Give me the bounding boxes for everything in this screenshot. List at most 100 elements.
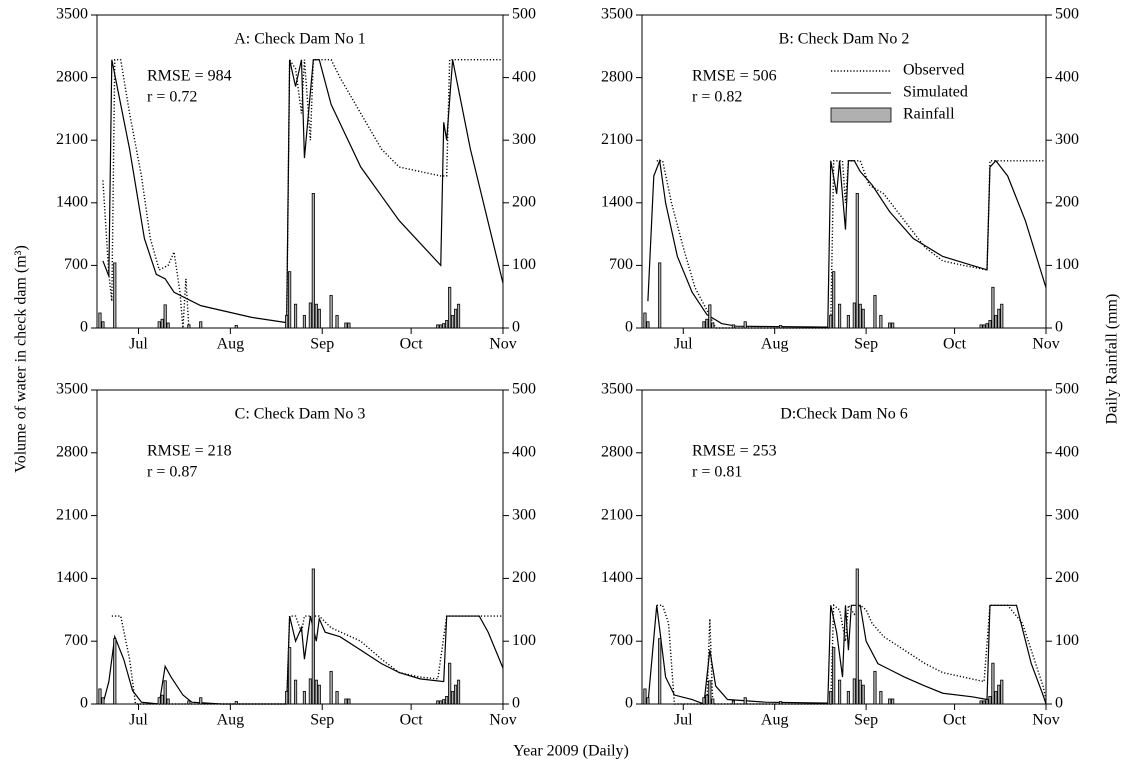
rainfall-bar — [858, 303, 862, 329]
rainfall-bar — [285, 315, 289, 329]
y-tick-label: 3500 — [601, 381, 633, 398]
rainfall-bar — [743, 697, 747, 705]
observed-line — [285, 57, 503, 329]
y2-tick-label: 0 — [512, 319, 520, 336]
rainfall-bar — [988, 696, 992, 705]
x-tick-label: Aug — [761, 336, 789, 353]
annotation: RMSE = 506 — [692, 68, 777, 85]
x-tick-label: Jul — [129, 336, 148, 353]
x-tick-label: Sep — [854, 336, 878, 353]
rainfall-bar — [858, 679, 862, 705]
y2-tick-label: 0 — [1055, 695, 1063, 712]
y2-tick-label: 100 — [1055, 632, 1079, 649]
y2-tick-label: 500 — [512, 381, 536, 398]
rainfall-bar — [347, 322, 351, 329]
rainfall-bar — [711, 322, 715, 329]
rainfall-bar — [453, 684, 458, 705]
rainfall-bar — [873, 295, 877, 329]
rainfall-bar — [436, 700, 440, 705]
y2-tick-label: 100 — [512, 632, 536, 649]
rainfall-bar — [852, 678, 856, 705]
x-tick-label: Nov — [489, 336, 517, 353]
plot-frame — [641, 14, 1047, 329]
rainfall-bar — [442, 323, 446, 329]
y2-tick-label: 500 — [512, 6, 536, 23]
rainfall-bar — [855, 568, 859, 705]
rainfall-bar — [888, 698, 892, 705]
annotation: RMSE = 253 — [692, 443, 777, 460]
rainfall-bar — [994, 315, 998, 329]
y2-tick-label: 300 — [1055, 506, 1079, 523]
y2-tick-label: 100 — [512, 256, 536, 273]
rainfall-bar — [442, 699, 446, 705]
x-tick-label: Sep — [854, 712, 878, 729]
annotation: r = 0.82 — [692, 89, 742, 106]
y2-tick-label: 200 — [512, 569, 536, 586]
y2-tick-label: 300 — [1055, 131, 1079, 148]
legend-label: Rainfall — [903, 106, 955, 123]
rainfall-bar — [314, 303, 318, 329]
rainfall-bar — [646, 697, 650, 705]
rainfall-bar — [157, 697, 161, 705]
y2-axis-label: Daily Rainfall (mm) — [1104, 294, 1121, 425]
rainfall-bar — [445, 320, 449, 329]
rainfall-bar — [832, 647, 836, 705]
simulated-line — [647, 158, 1047, 328]
rainfall-bar — [157, 321, 161, 329]
y-axis-label: Volume of water in check dam (m³) — [13, 245, 30, 473]
rainfall-bar — [293, 679, 298, 705]
rainfall-bar — [982, 324, 986, 329]
y-tick-label: 3500 — [56, 6, 88, 23]
y-tick-label: 2100 — [56, 131, 88, 148]
rainfall-bar — [658, 638, 662, 705]
y-tick-label: 0 — [625, 695, 633, 712]
y2-tick-label: 100 — [1055, 256, 1079, 273]
rainfall-bar — [317, 308, 321, 329]
rainfall-bar — [879, 691, 883, 705]
y-tick-label: 2800 — [56, 68, 88, 85]
y-tick-label: 2800 — [601, 68, 633, 85]
simulated-line — [102, 615, 504, 705]
rainfall-bar — [837, 303, 842, 329]
rainfall-bar — [643, 312, 647, 329]
y-tick-label: 3500 — [601, 6, 633, 23]
rainfall-bar — [855, 193, 859, 329]
rainfall-bar — [731, 700, 735, 705]
y-tick-label: 1400 — [56, 193, 88, 210]
x-tick-label: Aug — [217, 336, 245, 353]
rainfall-bar — [779, 701, 783, 705]
rainfall-bar — [873, 670, 877, 705]
y2-tick-label: 200 — [512, 193, 536, 210]
rainfall-bar — [166, 698, 170, 705]
rainfall-bar — [451, 315, 455, 329]
rainfall-bar — [199, 697, 203, 705]
rainfall-bar — [335, 315, 339, 329]
x-tick-label: Nov — [1032, 712, 1060, 729]
x-tick-label: Aug — [761, 712, 789, 729]
panel-title: C: Check Dam No 3 — [235, 406, 366, 423]
y2-tick-label: 500 — [1055, 6, 1079, 23]
rainfall-bar — [994, 691, 998, 705]
panel-title: A: Check Dam No 1 — [234, 31, 366, 48]
rainfall-bar — [98, 688, 102, 705]
x-tick-label: Jul — [674, 712, 693, 729]
rainfall-bar — [888, 322, 892, 329]
rainfall-bar — [997, 684, 1001, 705]
rainfall-bar — [832, 271, 836, 329]
rainfall-bar — [837, 679, 842, 705]
rainfall-bar — [308, 302, 312, 329]
y2-tick-label: 400 — [512, 443, 536, 460]
y-tick-label: 2100 — [601, 131, 633, 148]
x-tick-label: Sep — [310, 336, 334, 353]
rainfall-bar — [852, 302, 856, 329]
rainfall-bar — [991, 662, 995, 705]
rainfall-bar — [985, 323, 989, 329]
rainfall-bar — [453, 308, 458, 329]
x-tick-label: Jul — [674, 336, 693, 353]
x-tick-label: Oct — [943, 336, 967, 353]
x-tick-label: Nov — [489, 712, 517, 729]
y2-tick-label: 200 — [1055, 569, 1079, 586]
rainfall-bar — [711, 698, 715, 705]
rainfall-bar — [234, 325, 238, 329]
rainfall-bar — [293, 303, 298, 329]
